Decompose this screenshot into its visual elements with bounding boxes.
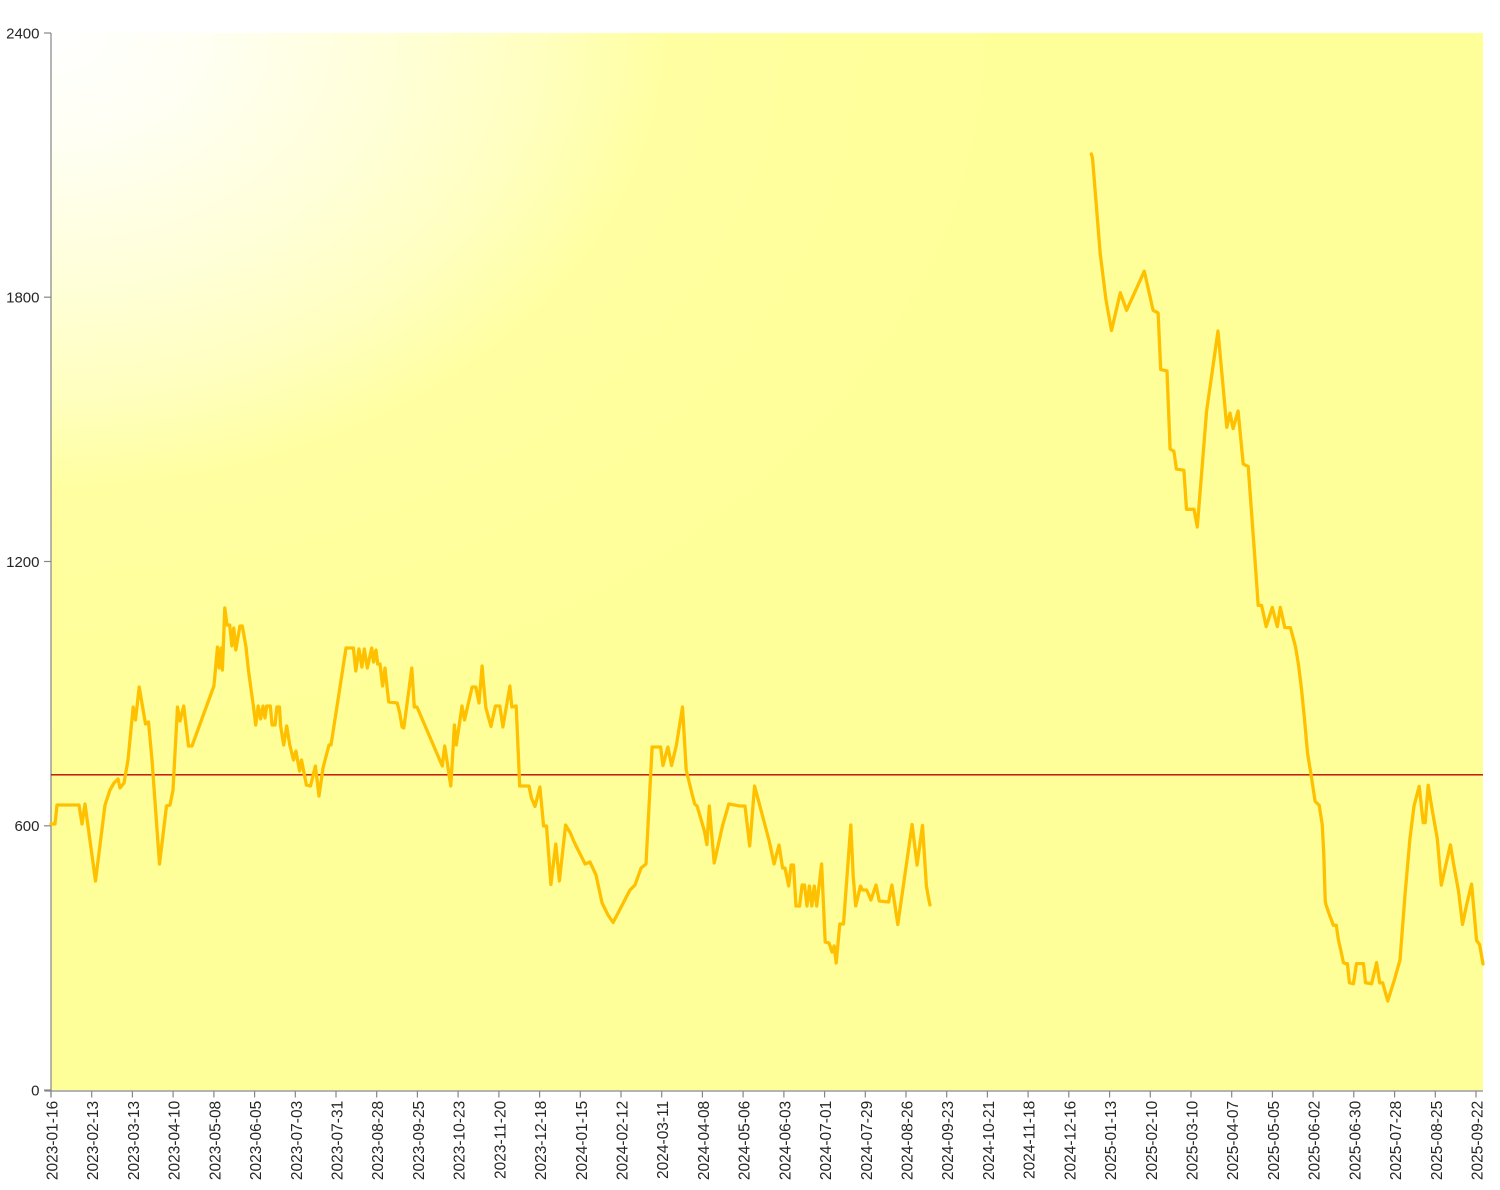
svg-text:2025-06-30: 2025-06-30 <box>1347 1100 1364 1180</box>
svg-text:2023-07-03: 2023-07-03 <box>289 1101 306 1180</box>
svg-text:2025-07-28: 2025-07-28 <box>1388 1101 1405 1180</box>
svg-text:2024-07-29: 2024-07-29 <box>859 1101 876 1180</box>
svg-text:2024-06-03: 2024-06-03 <box>777 1101 794 1180</box>
svg-text:2023-07-31: 2023-07-31 <box>330 1101 347 1180</box>
svg-text:2023-02-13: 2023-02-13 <box>85 1101 102 1180</box>
svg-text:2023-09-25: 2023-09-25 <box>411 1101 428 1180</box>
svg-text:2025-03-10: 2025-03-10 <box>1185 1100 1202 1180</box>
svg-text:2024-05-06: 2024-05-06 <box>737 1101 754 1180</box>
svg-text:2025-05-05: 2025-05-05 <box>1266 1101 1283 1180</box>
svg-text:2024-02-12: 2024-02-12 <box>615 1101 632 1180</box>
svg-text:2023-11-20: 2023-11-20 <box>492 1100 509 1179</box>
svg-text:2024-10-21: 2024-10-21 <box>981 1101 998 1180</box>
svg-text:2025-06-02: 2025-06-02 <box>1307 1101 1324 1180</box>
svg-text:1200: 1200 <box>6 554 39 571</box>
svg-text:2023-06-05: 2023-06-05 <box>248 1101 265 1180</box>
svg-text:2025-01-13: 2025-01-13 <box>1103 1101 1120 1180</box>
svg-text:2023-10-23: 2023-10-23 <box>452 1101 469 1180</box>
svg-text:2024-08-26: 2024-08-26 <box>900 1101 917 1180</box>
svg-text:0: 0 <box>31 1082 39 1099</box>
svg-text:2024-07-01: 2024-07-01 <box>818 1101 835 1180</box>
svg-text:2024-01-15: 2024-01-15 <box>574 1101 591 1180</box>
svg-text:2023-05-08: 2023-05-08 <box>207 1101 224 1180</box>
svg-text:2024-09-23: 2024-09-23 <box>940 1101 957 1180</box>
svg-text:2024-03-11: 2024-03-11 <box>655 1101 672 1179</box>
svg-text:2023-04-10: 2023-04-10 <box>167 1100 184 1180</box>
svg-text:2024-04-08: 2024-04-08 <box>696 1101 713 1180</box>
svg-text:2023-03-13: 2023-03-13 <box>126 1101 143 1180</box>
svg-text:1800: 1800 <box>6 290 39 307</box>
svg-text:2025-09-22: 2025-09-22 <box>1470 1101 1487 1180</box>
svg-text:2023-12-18: 2023-12-18 <box>533 1101 550 1180</box>
svg-text:2025-08-25: 2025-08-25 <box>1429 1101 1446 1180</box>
svg-text:600: 600 <box>14 818 39 835</box>
svg-text:2024-11-18: 2024-11-18 <box>1022 1101 1039 1179</box>
svg-text:2400: 2400 <box>6 25 39 42</box>
svg-text:2024-12-16: 2024-12-16 <box>1062 1101 1079 1180</box>
svg-text:2025-04-07: 2025-04-07 <box>1225 1101 1242 1180</box>
svg-text:2023-08-28: 2023-08-28 <box>370 1101 387 1180</box>
svg-text:2025-02-10: 2025-02-10 <box>1144 1100 1161 1180</box>
svg-text:2023-01-16: 2023-01-16 <box>45 1101 62 1180</box>
